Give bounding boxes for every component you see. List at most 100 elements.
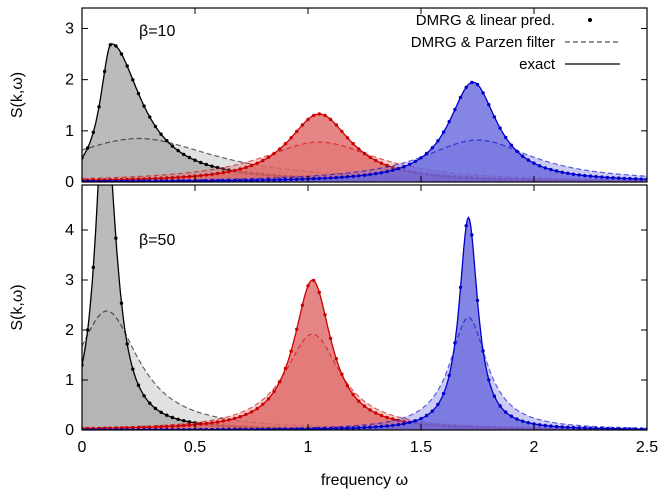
bot-dmrg-point-2: [571, 425, 576, 430]
bot-dmrg-point-0: [148, 401, 152, 405]
top-dmrg-point-0: [114, 44, 118, 48]
bot-dmrg-point-2: [300, 427, 305, 430]
top-dmrg-point-1: [272, 151, 276, 156]
bot-ytick-label: 4: [65, 222, 74, 239]
top-dmrg-point-1: [261, 158, 265, 163]
top-dmrg-point-1: [182, 175, 186, 179]
bot-dmrg-point-1: [385, 415, 389, 420]
bot-dmrg-point-1: [317, 290, 321, 295]
legend-label-exact: exact: [519, 56, 556, 73]
bottom-plot-frame: [81, 184, 648, 431]
bot-dmrg-point-2: [492, 394, 497, 398]
bot-xtick-label: 1: [304, 439, 313, 456]
top-dmrg-point-2: [515, 149, 519, 153]
top-dmrg-point-1: [199, 173, 203, 178]
bot-dmrg-point-2: [509, 414, 514, 418]
top-dmrg-point-2: [605, 175, 610, 180]
top-dmrg-point-0: [210, 164, 214, 168]
top-dmrg-point-2: [328, 176, 333, 180]
bot-dmrg-point-2: [436, 402, 440, 407]
bot-dmrg-point-1: [244, 412, 248, 417]
top-dmrg-point-2: [295, 177, 299, 181]
top-dmrg-point-1: [210, 172, 214, 176]
top-dmrg-point-0: [136, 91, 141, 96]
bot-dmrg-point-2: [385, 424, 389, 428]
top-dmrg-point-1: [283, 142, 288, 146]
top-dmrg-point-2: [362, 173, 367, 177]
bot-dmrg-point-2: [374, 425, 378, 429]
x-axis-label: frequency ω: [321, 472, 408, 489]
top-dmrg-point-2: [170, 179, 175, 182]
top-dmrg-point-2: [323, 176, 327, 180]
top-dmrg-point-2: [317, 176, 321, 181]
bot-dmrg-point-1: [283, 366, 288, 371]
top-dmrg-point-0: [86, 146, 90, 150]
top-dmrg-point-2: [340, 175, 344, 179]
top-dmrg-point-0: [102, 69, 107, 74]
bot-dmrg-point-1: [266, 397, 271, 401]
top-dmrg-point-2: [351, 174, 355, 178]
top-dmrg-point-2: [272, 178, 276, 182]
top-dmrg-point-0: [148, 115, 152, 119]
bot-dmrg-point-2: [396, 422, 401, 427]
top-dmrg-point-2: [560, 170, 564, 174]
bot-dmrg-point-1: [345, 384, 350, 388]
top-dmrg-point-2: [396, 166, 401, 171]
top-dmrg-point-2: [436, 139, 440, 143]
top-dmrg-point-2: [453, 107, 457, 112]
top-dmrg-point-2: [345, 175, 350, 179]
top-tick-layer: 0 1 2 3: [65, 8, 648, 191]
bot-dmrg-point-2: [498, 404, 502, 408]
bot-dmrg-point-1: [255, 406, 259, 411]
bot-dmrg-point-2: [600, 426, 604, 430]
bot-dmrg-point-1: [199, 422, 203, 426]
top-dmrg-point-2: [464, 85, 468, 90]
top-dmrg-point-2: [470, 80, 474, 85]
top-dmrg-point-2: [509, 143, 514, 147]
bot-dmrg-point-1: [238, 415, 242, 419]
bot-dmrg-point-1: [215, 420, 220, 424]
top-dmrg-point-2: [136, 179, 141, 182]
top-dmrg-point-2: [402, 165, 406, 169]
top-dmrg-point-1: [317, 112, 321, 116]
top-dmrg-point-1: [170, 175, 175, 180]
top-dmrg-point-2: [142, 179, 146, 182]
bottom-ylabel: S(k,ω): [9, 284, 26, 330]
top-dmrg-point-1: [362, 151, 367, 156]
bot-dmrg-point-2: [532, 422, 536, 426]
top-dmrg-point-1: [232, 168, 237, 173]
top-ytick-label: 3: [65, 20, 74, 37]
bot-parzen-line-1: [82, 333, 647, 430]
bot-dmrg-point-2: [334, 426, 338, 430]
bot-dmrg-point-1: [391, 417, 395, 421]
top-dmrg-point-0: [108, 43, 113, 47]
top-dmrg-point-2: [537, 164, 542, 168]
top-dmrg-point-2: [543, 166, 547, 170]
bot-dmrg-point-2: [424, 413, 429, 418]
bot-dmrg-point-2: [323, 427, 327, 430]
bot-dmrg-point-2: [289, 427, 293, 430]
legend-marker-dot: [588, 18, 592, 22]
top-dmrg-point-2: [583, 173, 587, 178]
bottom-annotation-beta: β=50: [139, 232, 175, 249]
bot-ytick-label: 3: [65, 272, 74, 289]
bot-dmrg-point-1: [187, 423, 192, 427]
top-dmrg-point-2: [227, 178, 231, 182]
bot-dmrg-point-2: [402, 422, 406, 426]
top-ytick-label: 2: [65, 72, 74, 89]
bot-dmrg-point-2: [447, 373, 451, 378]
top-dmrg-point-2: [153, 179, 158, 182]
top-series-layer: [82, 43, 647, 182]
top-dmrg-point-1: [187, 174, 192, 179]
bot-dmrg-point-2: [588, 426, 593, 430]
top-dmrg-point-1: [357, 147, 361, 151]
top-ylabel: S(k,ω): [9, 72, 26, 118]
bot-dmrg-point-2: [622, 427, 627, 430]
bot-dmrg-point-1: [272, 389, 276, 394]
panel-bottom: 0 1 2 3 4 0 0.5 1 1.5 2 2.5 β=50 S(k,ω) frequency …: [9, 184, 658, 489]
bot-dmrg-point-0: [182, 419, 186, 423]
top-dmrg-point-2: [255, 178, 259, 182]
top-dmrg-point-0: [199, 160, 203, 165]
top-dmrg-point-2: [492, 115, 497, 119]
top-dmrg-point-1: [148, 177, 152, 181]
